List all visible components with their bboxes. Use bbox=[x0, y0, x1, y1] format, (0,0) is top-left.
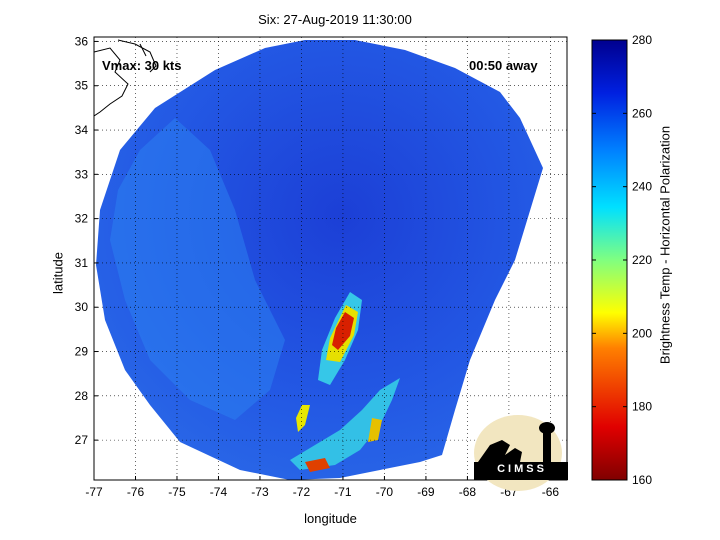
convection-yellow-south bbox=[368, 418, 382, 442]
x-tick-label: -73 bbox=[251, 485, 269, 499]
colorbar-tick-label: 240 bbox=[632, 180, 652, 194]
x-tick-label: -76 bbox=[127, 485, 145, 499]
x-axis-label: longitude bbox=[304, 511, 357, 526]
y-tick-label: 27 bbox=[75, 433, 89, 447]
logo-text: CIMSS bbox=[497, 463, 547, 475]
grid bbox=[93, 37, 567, 480]
y-tick-label: 36 bbox=[75, 34, 89, 48]
plot-border bbox=[93, 36, 568, 481]
y-tick-label: 30 bbox=[75, 300, 89, 314]
time-away-annotation: 00:50 away bbox=[469, 58, 538, 73]
convection-band-south bbox=[290, 378, 400, 470]
convection-red-south bbox=[305, 458, 330, 472]
convection-red bbox=[332, 312, 354, 350]
x-tick-label: -74 bbox=[210, 485, 228, 499]
y-tick-label: 33 bbox=[75, 167, 89, 181]
vmax-annotation: Vmax: 30 kts bbox=[102, 58, 182, 73]
y-tick-label: 29 bbox=[75, 345, 89, 359]
colorbar-tick-label: 220 bbox=[632, 253, 652, 267]
y-tick-label: 34 bbox=[75, 123, 89, 137]
x-tick-label: -68 bbox=[459, 485, 477, 499]
coastline bbox=[94, 39, 157, 117]
x-tick-label: -75 bbox=[168, 485, 186, 499]
x-tick-label: -66 bbox=[542, 485, 560, 499]
x-tick-label: -70 bbox=[376, 485, 394, 499]
colorbar bbox=[591, 39, 628, 481]
y-tick-label: 32 bbox=[75, 212, 89, 226]
x-tick-label: -77 bbox=[85, 485, 103, 499]
y-tick-label: 28 bbox=[75, 389, 89, 403]
colorbar-tick-label: 260 bbox=[632, 106, 652, 120]
colorbar-tick-label: 200 bbox=[632, 326, 652, 340]
convection-band-west bbox=[296, 405, 310, 432]
colorbar-tick-label: 160 bbox=[632, 473, 652, 487]
plot-title: Six: 27-Aug-2019 11:30:00 bbox=[258, 12, 412, 27]
y-axis: 27 28 29 30 31 32 33 34 35 36 bbox=[75, 34, 98, 447]
colorbar-tick-label: 180 bbox=[632, 400, 652, 414]
x-axis: -77 -76 -75 -74 -73 -72 -71 -70 -69 -68 -67 -66 bbox=[85, 476, 559, 499]
x-tick-label: -69 bbox=[417, 485, 435, 499]
warm-band bbox=[110, 118, 285, 420]
cimss-logo bbox=[474, 415, 568, 491]
y-tick-label: 35 bbox=[75, 79, 89, 93]
x-tick-label: -71 bbox=[334, 485, 352, 499]
y-tick-label: 31 bbox=[75, 256, 89, 270]
colorbar-tick-label: 280 bbox=[632, 33, 652, 47]
colorbar-ticks: 280 260 240 220 200 180 160 bbox=[592, 33, 652, 487]
x-tick-label: -72 bbox=[293, 485, 311, 499]
